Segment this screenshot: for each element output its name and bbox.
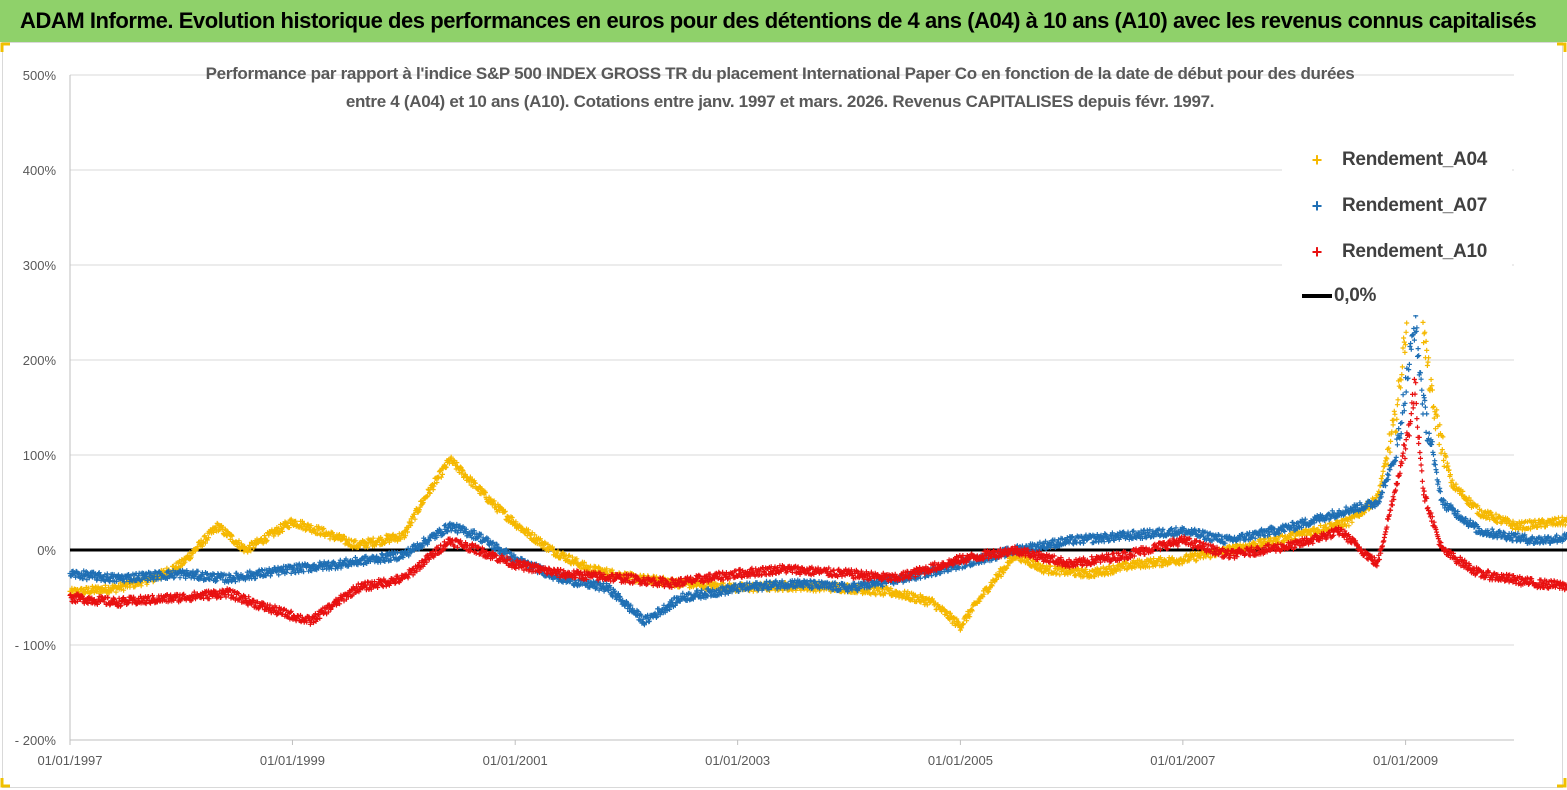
y-tick-label: 0% xyxy=(37,543,56,558)
data-point-marker xyxy=(202,533,208,539)
report-banner: ADAM Informe. Evolution historique des p… xyxy=(0,0,1567,42)
data-point-marker xyxy=(1402,349,1408,355)
data-point-marker xyxy=(1420,319,1426,325)
report-banner-title: ADAM Informe. Evolution historique des p… xyxy=(20,8,1537,34)
data-point-marker xyxy=(264,538,270,543)
data-point-marker xyxy=(121,587,127,593)
y-tick-label: 200% xyxy=(23,353,57,368)
y-tick-label: - 100% xyxy=(15,638,57,653)
data-point-marker xyxy=(1436,442,1442,447)
data-point-marker xyxy=(280,528,285,534)
data-point-marker xyxy=(248,548,254,554)
y-tick-label: 300% xyxy=(23,258,57,273)
data-point-marker xyxy=(278,522,284,527)
data-point-marker xyxy=(1393,429,1398,435)
data-point-marker xyxy=(1392,411,1398,417)
y-tick-label: 100% xyxy=(23,448,57,463)
data-point-marker xyxy=(1383,455,1389,461)
y-tick-label: 500% xyxy=(23,68,57,83)
data-point-marker xyxy=(102,582,108,588)
data-point-marker xyxy=(1388,438,1394,444)
x-tick-label: 01/01/2009 xyxy=(1373,753,1438,768)
data-point-marker xyxy=(1441,458,1447,463)
data-point-marker xyxy=(1428,377,1434,382)
y-tick-label: 400% xyxy=(23,163,57,178)
x-tick-label: 01/01/2005 xyxy=(928,753,993,768)
data-point-marker xyxy=(86,585,92,591)
data-point-marker xyxy=(211,529,216,535)
x-tick-label: 01/01/2007 xyxy=(1150,753,1215,768)
data-point-marker xyxy=(293,518,299,524)
data-point-marker xyxy=(1424,347,1430,353)
data-point-marker xyxy=(236,538,242,544)
data-point-marker xyxy=(1400,345,1406,351)
data-point-marker xyxy=(213,525,219,531)
data-point-marker xyxy=(286,525,292,530)
data-point-marker xyxy=(251,545,257,551)
data-point-marker xyxy=(1404,320,1410,326)
data-point-marker xyxy=(271,533,277,539)
data-point-marker xyxy=(1431,404,1437,409)
data-point-marker xyxy=(182,559,188,565)
data-point-marker xyxy=(1394,402,1400,408)
data-point-marker xyxy=(188,554,194,560)
y-tick-label: - 200% xyxy=(15,733,57,748)
data-point-marker xyxy=(258,536,264,542)
data-point-marker xyxy=(1403,329,1409,335)
data-point-marker xyxy=(245,549,251,555)
data-point-marker xyxy=(113,589,119,595)
data-point-marker xyxy=(1380,468,1386,474)
data-point-marker xyxy=(229,533,235,539)
x-tick-label: 01/01/1997 xyxy=(37,753,102,768)
data-point-marker xyxy=(1395,397,1401,403)
data-point-marker xyxy=(1390,422,1396,428)
data-point-marker xyxy=(1399,364,1405,370)
data-point-marker xyxy=(1394,416,1400,422)
data-point-marker xyxy=(1401,335,1407,341)
chart-frame xyxy=(2,42,1563,788)
data-point-marker xyxy=(185,553,191,559)
data-point-marker xyxy=(277,529,283,535)
x-tick-label: 01/01/1999 xyxy=(260,753,325,768)
data-point-marker xyxy=(308,523,314,529)
data-point-marker xyxy=(206,535,211,541)
x-tick-label: 01/01/2003 xyxy=(705,753,770,768)
data-point-marker xyxy=(195,546,201,551)
x-tick-label: 01/01/2001 xyxy=(483,753,548,768)
data-point-marker xyxy=(1399,372,1405,378)
